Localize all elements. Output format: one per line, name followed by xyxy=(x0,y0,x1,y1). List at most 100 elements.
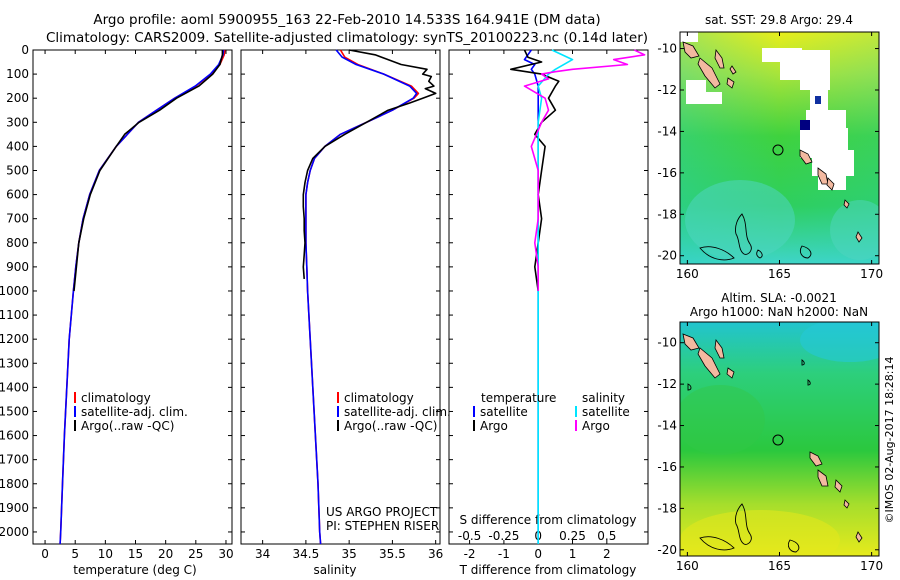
legend-label-climatology: climatology xyxy=(344,391,414,405)
depth-tick-label: 800 xyxy=(6,236,29,250)
legend-label-argo: Argo(..raw -QC) xyxy=(81,419,174,433)
salinity-panel-frame xyxy=(240,49,441,545)
series-difference-salinity-satellite xyxy=(537,49,574,544)
islands xyxy=(682,333,863,543)
s-difference-label: S difference from climatology xyxy=(460,513,637,527)
depth-axis: 0 100 200 300 400 500 600 700 800 900 1000 1100 1200… xyxy=(0,43,648,539)
lat-tick-label: -14 xyxy=(657,124,677,138)
lat-tick-label: -18 xyxy=(657,501,677,515)
s-tick-label: -0.25 xyxy=(488,529,519,543)
series-salinity-argo xyxy=(302,49,437,279)
sla-map xyxy=(680,322,879,556)
legend-label-temp-satellite: satellite xyxy=(480,405,528,419)
x-tick-label: 20 xyxy=(158,547,173,561)
depth-tick-label: 1100 xyxy=(0,308,29,322)
x-tick-label: 25 xyxy=(188,547,203,561)
depth-tick-label: 500 xyxy=(6,163,29,177)
x-tick-label: 35.5 xyxy=(379,547,406,561)
islands xyxy=(682,41,863,243)
lon-tick-label: 165 xyxy=(768,267,791,281)
x-tick-label: -1 xyxy=(498,547,510,561)
map-top-title: sat. SST: 29.8 Argo: 29.4 xyxy=(705,13,853,27)
difference-axes: -2 -1 0 1 2-0.5 -0.25 0 0.25 0.5 xyxy=(458,50,616,561)
lon-tick-label: 165 xyxy=(768,559,791,573)
depth-tick-label: 1900 xyxy=(0,501,29,515)
series-difference-temperature-argo xyxy=(509,49,560,292)
x-tick-label: 34 xyxy=(255,547,270,561)
depth-tick-label: 300 xyxy=(6,115,29,129)
x-tick-label: 10 xyxy=(98,547,113,561)
depth-tick-label: 0 xyxy=(21,43,29,57)
sla-cyan-patch xyxy=(800,322,879,362)
s-tick-label: 0.25 xyxy=(559,529,586,543)
warm-pixel xyxy=(800,120,810,130)
depth-tick-label: 900 xyxy=(6,260,29,274)
lon-tick-label: 160 xyxy=(676,267,699,281)
lat-tick-label: -10 xyxy=(657,42,677,56)
sst-map xyxy=(680,32,879,264)
series-salinity-satellite-adj-clim xyxy=(305,49,418,545)
difference-panel-frame xyxy=(448,49,649,545)
lat-tick-label: -10 xyxy=(657,336,677,350)
imos-watermark: ©IMOS 02-Aug-2017 18:28:14 xyxy=(883,357,896,524)
credit-project: US ARGO PROJECT xyxy=(326,505,438,519)
x-tick-label: 30 xyxy=(218,547,233,561)
legend-label-temp-argo: Argo xyxy=(480,419,508,433)
map-bottom-title-2: Argo h1000: NaN h2000: NaN xyxy=(690,305,868,319)
depth-tick-label: 1000 xyxy=(0,284,29,298)
depth-tick-label: 600 xyxy=(6,188,29,202)
cloud-mask xyxy=(680,32,854,190)
difference-legend: temperature salinity satellite Argo sate… xyxy=(473,391,630,433)
temperature-panel-frame xyxy=(32,49,233,545)
x-tick-label: 15 xyxy=(128,547,143,561)
x-tick-label: 1 xyxy=(569,547,577,561)
coastline xyxy=(687,359,811,553)
lat-tick-label: -16 xyxy=(657,166,677,180)
depth-tick-label: 1300 xyxy=(0,356,29,370)
legend-label-satellite: satellite-adj. clim. xyxy=(81,405,188,419)
lat-tick-label: -14 xyxy=(657,419,677,433)
depth-tick-label: 400 xyxy=(6,139,29,153)
temperature-x-axis: 0 5 10 15 20 25 30 xyxy=(41,50,234,561)
sst-cool-patch xyxy=(685,180,795,260)
lon-tick-label: 170 xyxy=(860,559,883,573)
x-tick-label: 34.5 xyxy=(293,547,320,561)
depth-tick-label: 1400 xyxy=(0,380,29,394)
x-tick-label: 2 xyxy=(603,547,611,561)
x-tick-label: 35 xyxy=(342,547,357,561)
depth-tick-label: 700 xyxy=(6,212,29,226)
map-bottom-title-1: Altim. SLA: -0.0021 xyxy=(721,291,837,305)
x-tick-label: 36 xyxy=(428,547,443,561)
sla-yellow-patch xyxy=(680,510,840,556)
lat-tick-label: -20 xyxy=(657,249,677,263)
series-difference-salinity-argo xyxy=(523,49,646,291)
temperature-x-label: temperature (deg C) xyxy=(73,563,196,577)
legend-header-temperature: temperature xyxy=(481,391,556,405)
lat-tick-label: -12 xyxy=(657,83,677,97)
salinity-x-label: salinity xyxy=(313,563,356,577)
depth-tick-label: 1200 xyxy=(0,332,29,346)
legend-header-salinity: salinity xyxy=(582,391,625,405)
x-tick-label: 0 xyxy=(534,547,542,561)
depth-tick-label: 100 xyxy=(6,67,29,81)
salinity-x-axis: 34 34.5 35 35.5 36 xyxy=(255,50,443,561)
argo-float-marker xyxy=(772,434,784,446)
depth-tick-label: 1600 xyxy=(0,429,29,443)
depth-tick-label: 2000 xyxy=(0,525,29,539)
s-tick-label: 0.5 xyxy=(597,529,616,543)
legend-label-sal-satellite: satellite xyxy=(582,405,630,419)
x-tick-label: -2 xyxy=(464,547,476,561)
title-line-1: Argo profile: aoml 5900955_163 22-Feb-20… xyxy=(93,12,600,28)
depth-tick-label: 1800 xyxy=(0,477,29,491)
sla-green-patch xyxy=(680,385,765,455)
depth-tick-label: 1700 xyxy=(0,453,29,467)
map-top-axes: -10 -12 -14 -16 -18 -20 160 165 170 xyxy=(657,32,883,281)
legend-label-argo: Argo(..raw -QC) xyxy=(344,419,437,433)
s-tick-label: -0.5 xyxy=(458,529,481,543)
series-temperature-satellite-adj-clim xyxy=(59,49,225,545)
coastline xyxy=(699,213,812,261)
legend-label-sal-argo: Argo xyxy=(582,419,610,433)
series-temperature-climatology xyxy=(59,49,226,545)
series-difference-temperature-satellite xyxy=(523,49,540,544)
depth-tick-label: 200 xyxy=(6,91,29,105)
